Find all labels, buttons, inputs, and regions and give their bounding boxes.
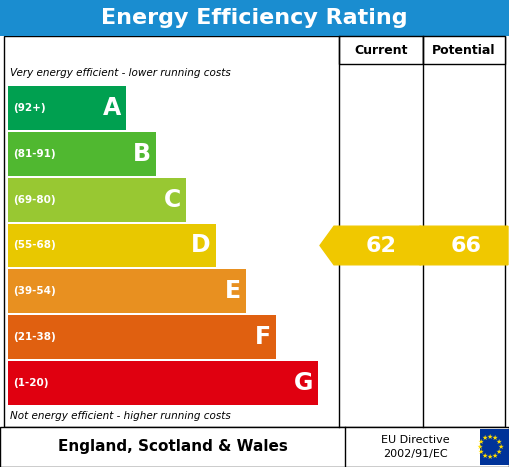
Text: F: F	[255, 325, 271, 349]
Text: A: A	[103, 96, 121, 120]
Polygon shape	[406, 226, 508, 265]
Text: D: D	[191, 234, 211, 257]
Bar	[8, 86, 126, 130]
Bar	[8, 269, 246, 313]
Text: ★: ★	[496, 439, 502, 445]
Bar	[0, 0, 509, 36]
Bar	[4, 36, 505, 427]
Text: Potential: Potential	[432, 43, 496, 57]
Text: 62: 62	[366, 235, 397, 255]
Text: G: G	[294, 371, 313, 395]
Text: ★: ★	[497, 444, 503, 450]
Text: (92+): (92+)	[13, 103, 46, 113]
Bar	[8, 178, 186, 221]
Text: 66: 66	[450, 235, 482, 255]
Text: E: E	[225, 279, 241, 304]
Text: Very energy efficient - lower running costs: Very energy efficient - lower running co…	[10, 68, 231, 78]
Text: ★: ★	[496, 449, 502, 455]
Text: Current: Current	[354, 43, 408, 57]
Text: ★: ★	[478, 449, 484, 455]
Text: (1-20): (1-20)	[13, 378, 48, 388]
Text: ★: ★	[487, 434, 493, 440]
Text: C: C	[164, 188, 181, 212]
Text: 2002/91/EC: 2002/91/EC	[383, 449, 447, 459]
Text: ★: ★	[492, 435, 498, 441]
Text: ★: ★	[492, 453, 498, 459]
Bar	[8, 315, 276, 359]
Text: ★: ★	[476, 444, 483, 450]
Text: Energy Efficiency Rating: Energy Efficiency Rating	[101, 8, 408, 28]
Text: ★: ★	[482, 435, 488, 441]
Text: ★: ★	[482, 453, 488, 459]
Text: (81-91): (81-91)	[13, 149, 55, 159]
Bar	[480, 429, 509, 465]
Bar	[0, 427, 509, 467]
Text: (39-54): (39-54)	[13, 286, 56, 297]
Text: Not energy efficient - higher running costs: Not energy efficient - higher running co…	[10, 411, 231, 421]
Text: B: B	[133, 142, 151, 166]
Text: ★: ★	[487, 454, 493, 460]
Text: (21-38): (21-38)	[13, 332, 56, 342]
Bar	[8, 361, 318, 405]
Bar	[339, 36, 423, 64]
Text: ★: ★	[478, 439, 484, 445]
Text: (69-80): (69-80)	[13, 195, 55, 205]
Polygon shape	[320, 226, 421, 265]
Bar	[8, 224, 216, 268]
Text: England, Scotland & Wales: England, Scotland & Wales	[58, 439, 288, 454]
Bar	[8, 132, 156, 176]
Text: (55-68): (55-68)	[13, 241, 56, 250]
Text: EU Directive: EU Directive	[381, 435, 449, 445]
Bar	[423, 36, 505, 64]
